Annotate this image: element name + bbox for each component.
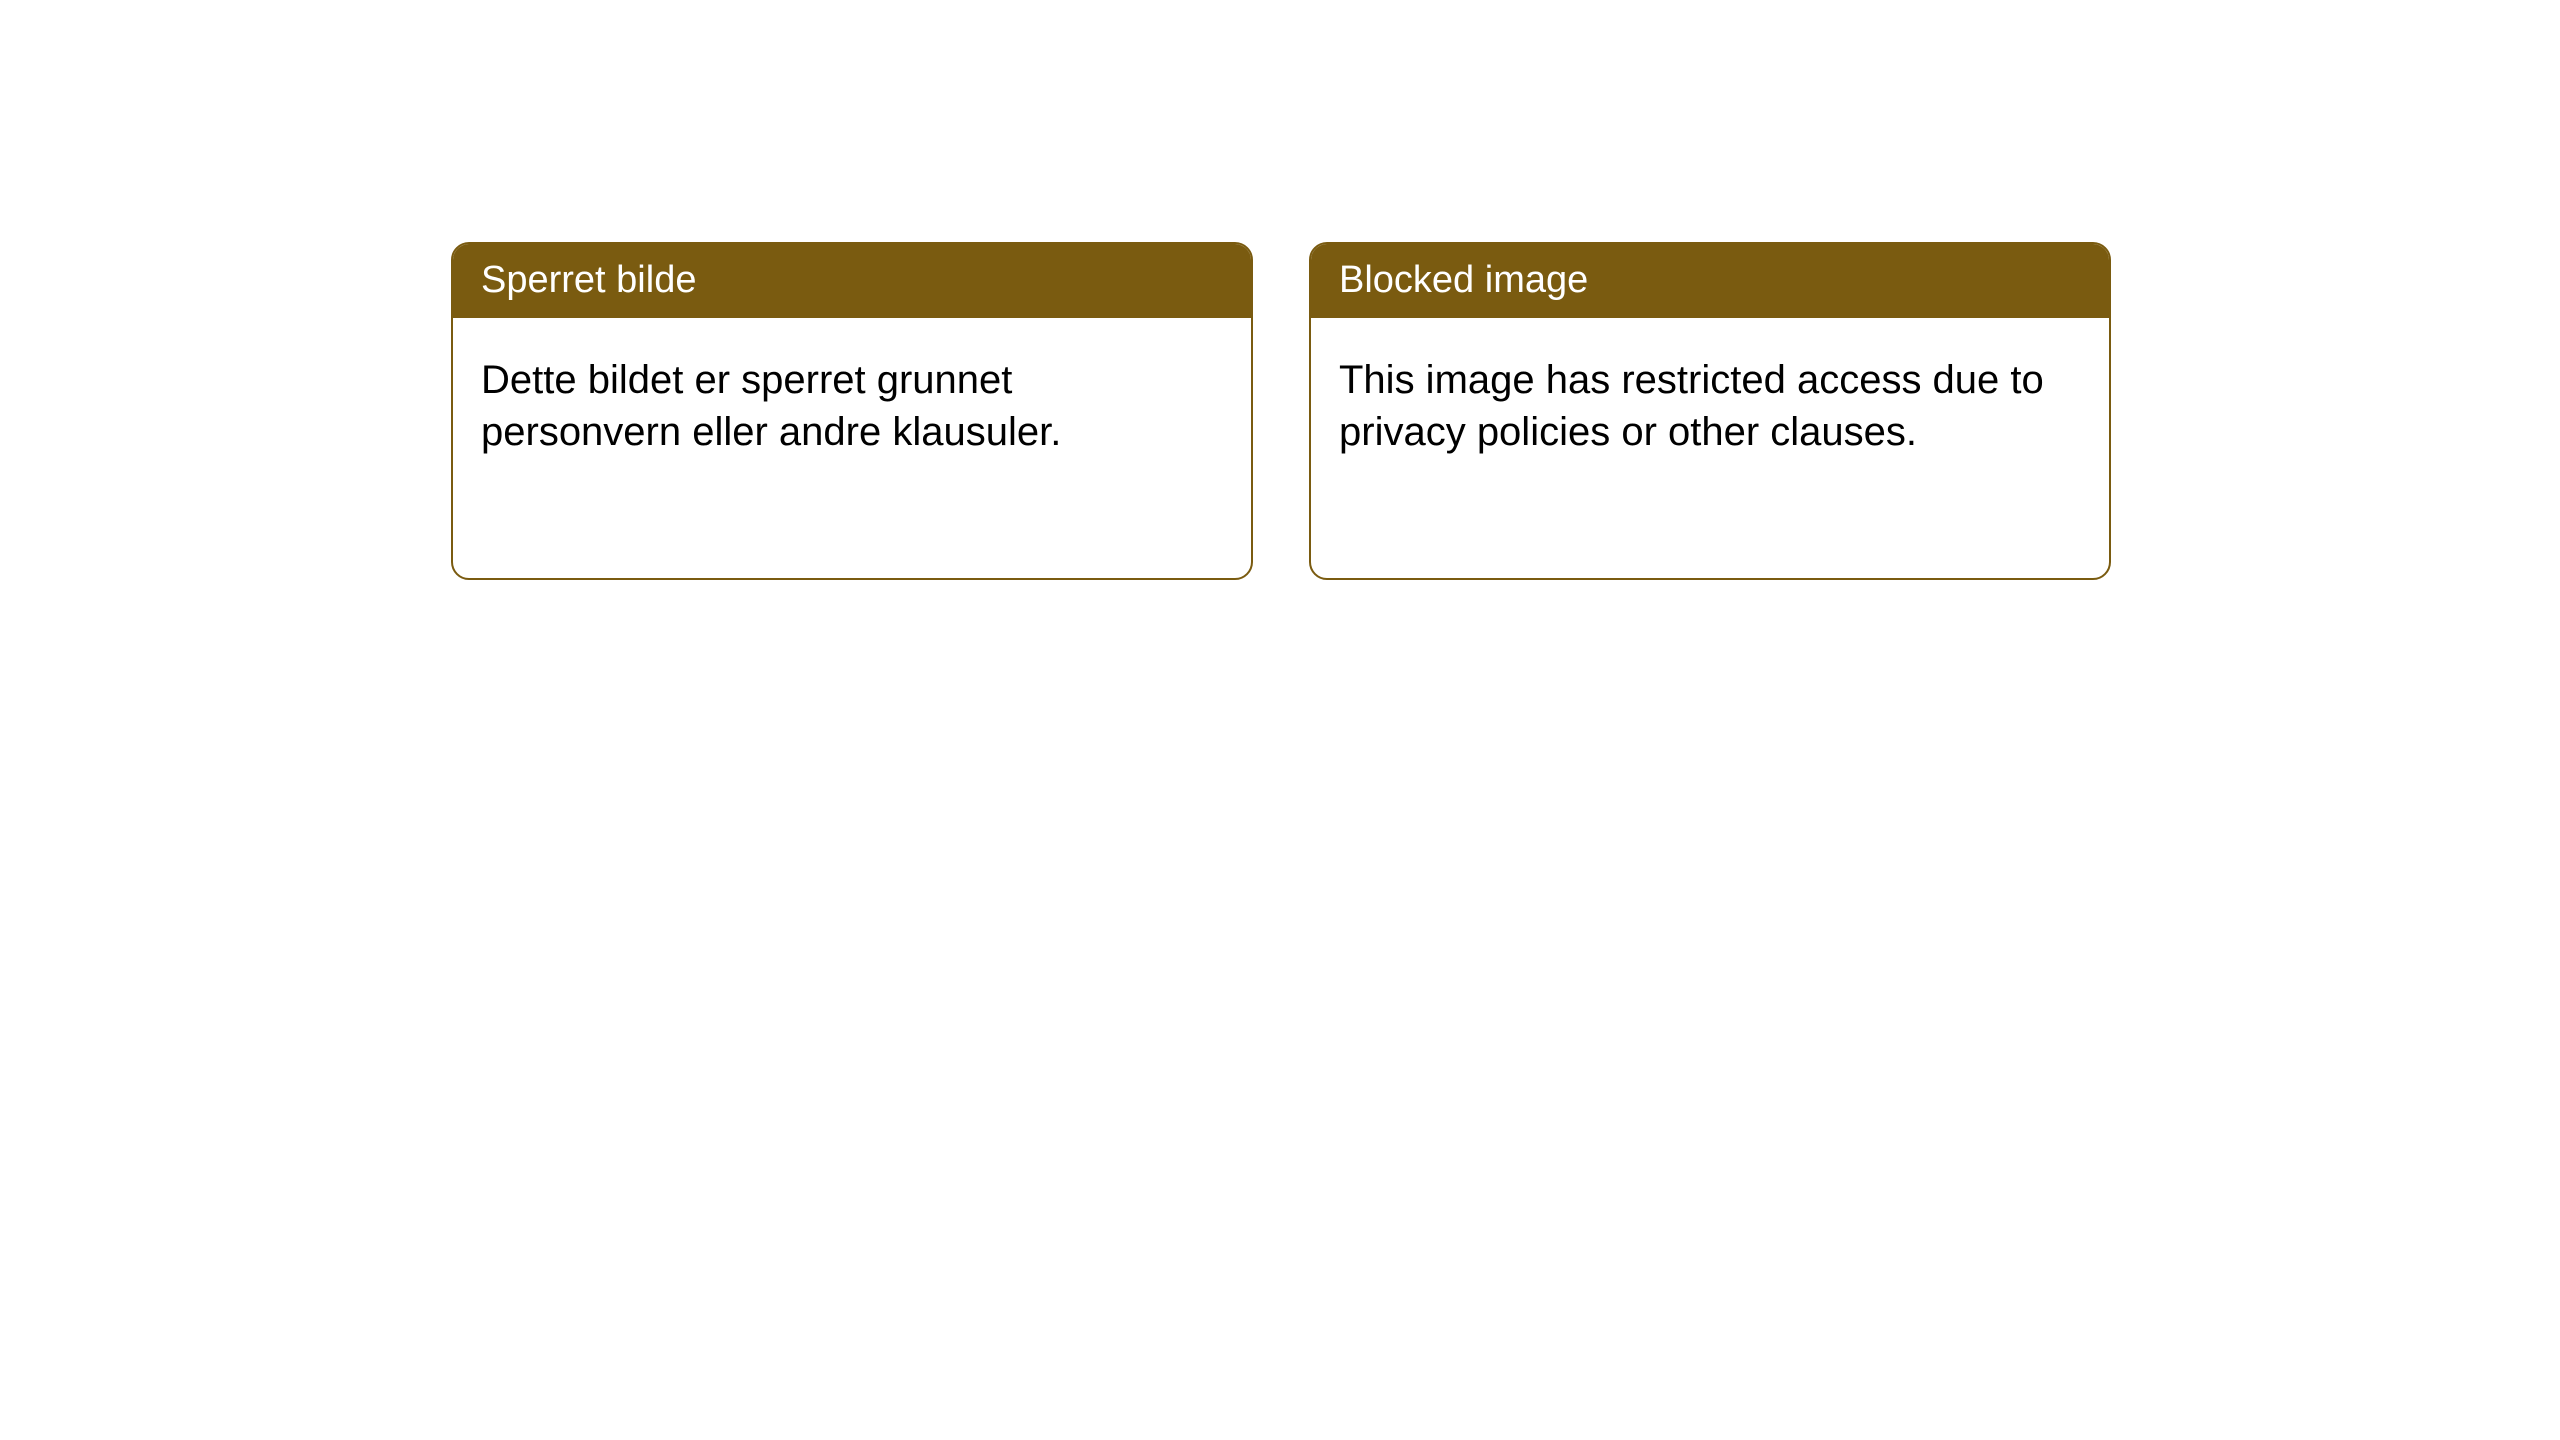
- card-title: Sperret bilde: [453, 244, 1251, 318]
- notice-card-norwegian: Sperret bilde Dette bildet er sperret gr…: [451, 242, 1253, 580]
- notice-cards-row: Sperret bilde Dette bildet er sperret gr…: [451, 242, 2111, 580]
- notice-card-english: Blocked image This image has restricted …: [1309, 242, 2111, 580]
- card-body-text: This image has restricted access due to …: [1311, 318, 2109, 494]
- card-title: Blocked image: [1311, 244, 2109, 318]
- card-body-text: Dette bildet er sperret grunnet personve…: [453, 318, 1251, 494]
